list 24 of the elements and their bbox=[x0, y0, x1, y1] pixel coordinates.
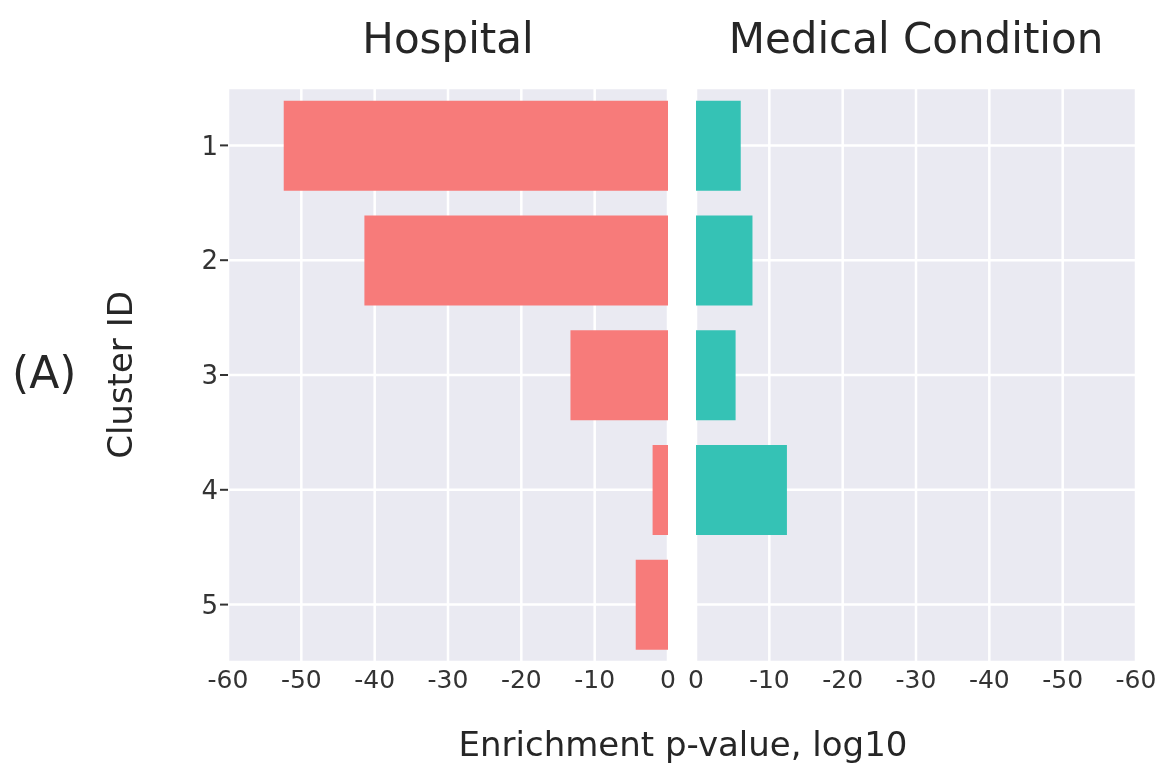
x-tick-label: -60 bbox=[207, 664, 249, 694]
x-tick-label: -50 bbox=[1042, 664, 1084, 694]
x-tick-label: 0 bbox=[688, 664, 704, 694]
chart-title: Medical Condition bbox=[727, 14, 1105, 63]
y-tick-label: 4 bbox=[201, 475, 218, 506]
x-tick-label: -10 bbox=[748, 664, 790, 694]
x-tick-label: 0 bbox=[660, 664, 676, 694]
x-tick-label: -40 bbox=[968, 664, 1010, 694]
x-tick-label: -10 bbox=[574, 664, 616, 694]
y-tick-label: 2 bbox=[201, 245, 218, 276]
x-tick-label: -30 bbox=[895, 664, 937, 694]
text: (A) bbox=[12, 347, 77, 398]
y-tick-label: 1 bbox=[201, 130, 218, 161]
y-tick-label: 5 bbox=[201, 589, 218, 620]
x-tick-label: -20 bbox=[822, 664, 864, 694]
x-tick-label: -50 bbox=[280, 664, 322, 694]
x-tick-label: -20 bbox=[500, 664, 542, 694]
x-tick-label: -40 bbox=[354, 664, 396, 694]
y-tick-label: 3 bbox=[201, 360, 218, 391]
x-tick-label: -60 bbox=[1115, 664, 1157, 694]
x-tick-label: -30 bbox=[427, 664, 469, 694]
x-axis-title: Enrichment p-value, log10 bbox=[457, 724, 909, 764]
y-axis-title: Cluster ID bbox=[100, 291, 140, 459]
chart-title: Hospital bbox=[361, 14, 535, 63]
